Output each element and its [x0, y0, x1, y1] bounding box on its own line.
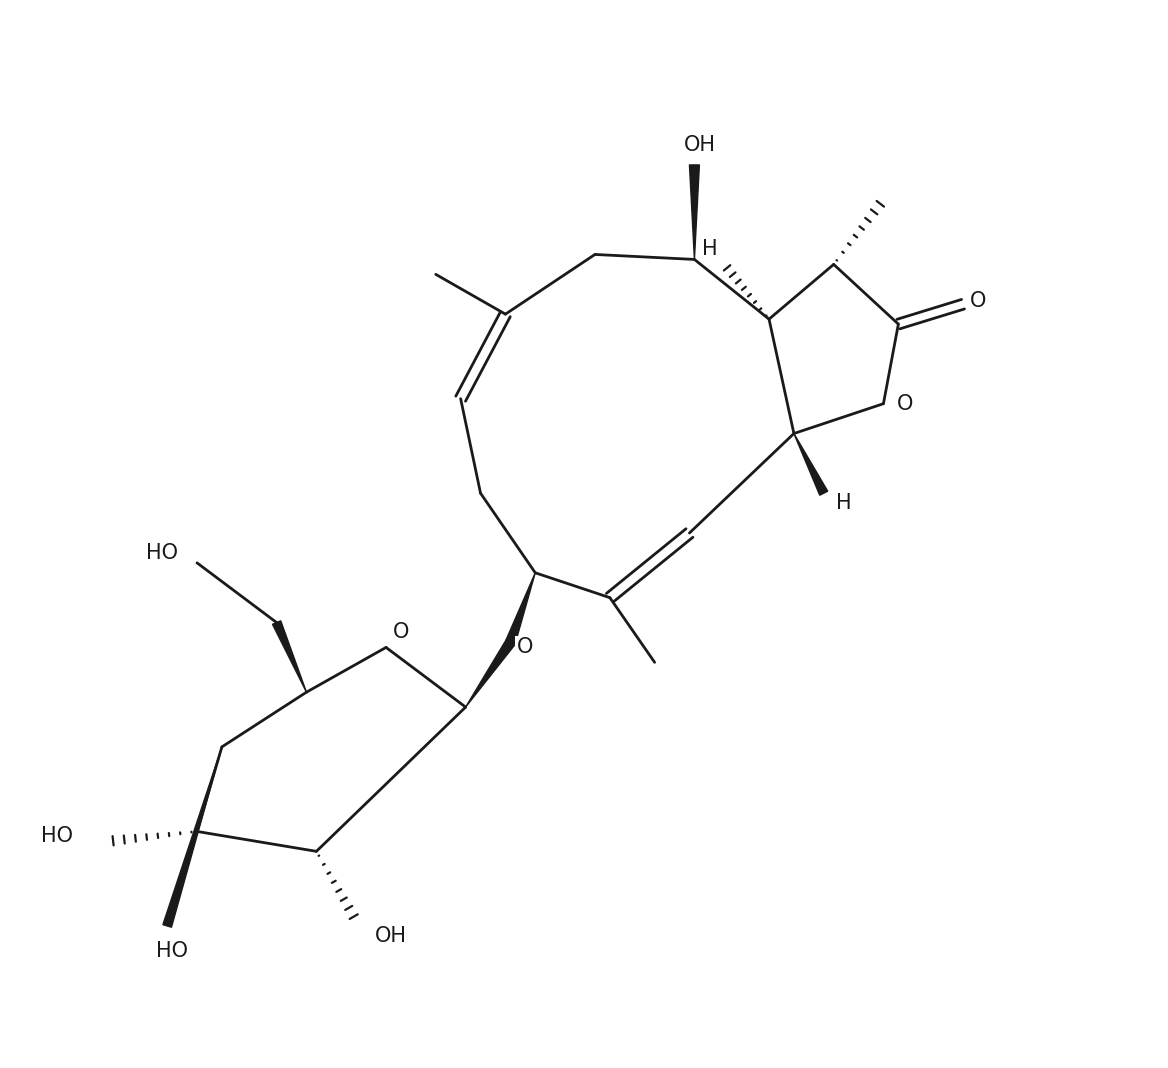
Text: HO: HO — [146, 543, 179, 563]
Text: H: H — [702, 239, 717, 260]
Text: HO: HO — [41, 827, 72, 847]
Text: O: O — [969, 292, 986, 311]
Polygon shape — [272, 621, 306, 692]
Text: OH: OH — [375, 926, 406, 946]
Text: H: H — [836, 493, 851, 513]
Polygon shape — [689, 164, 700, 260]
Polygon shape — [466, 640, 514, 707]
Polygon shape — [506, 572, 535, 644]
Text: O: O — [517, 638, 534, 658]
Text: O: O — [392, 623, 409, 643]
Text: OH: OH — [683, 135, 715, 155]
Polygon shape — [162, 747, 222, 927]
Text: O: O — [897, 394, 913, 413]
Text: HO: HO — [157, 941, 188, 961]
Polygon shape — [794, 434, 828, 496]
